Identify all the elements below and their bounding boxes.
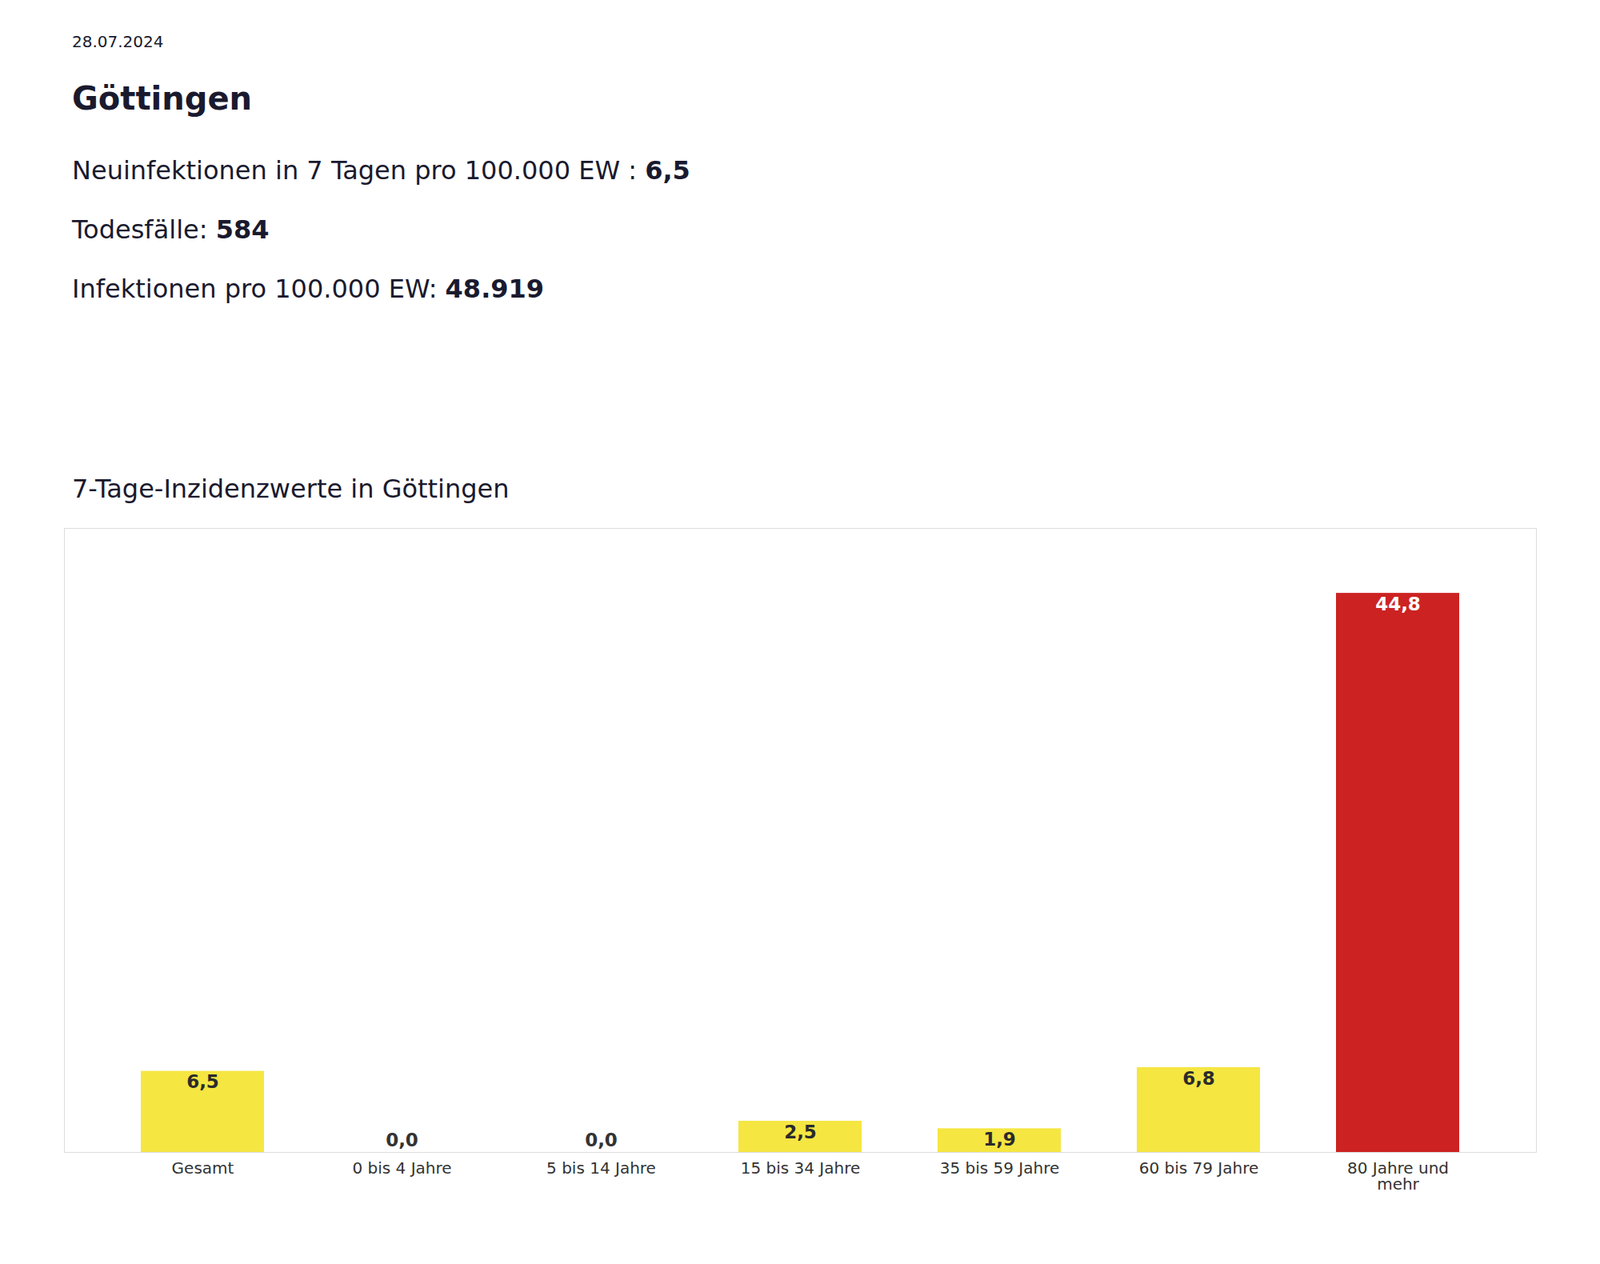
svg-text:0 bis 4 Jahre: 0 bis 4 Jahre	[352, 1158, 452, 1178]
html-text:28.07.2024: 28.07.2024	[72, 32, 164, 52]
svg-text:0,0: 0,0	[584, 1129, 618, 1151]
svg-text:6,5: 6,5	[186, 1071, 220, 1092]
svg-text:6,8: 6,8	[1182, 1068, 1216, 1089]
html-text:Infektionen pro 100.000 EW: 48: Infektionen pro 100.000 EW: 48.919	[72, 273, 545, 304]
svg-text:2,5: 2,5	[784, 1121, 817, 1143]
html-text:Todesfälle: 584: Todesfälle: 584	[72, 214, 270, 245]
svg-text:80 Jahre undmehr: 80 Jahre undmehr	[1347, 1158, 1449, 1194]
svg-text:35 bis 59 Jahre: 35 bis 59 Jahre	[940, 1158, 1060, 1178]
svg-text:15 bis 34 Jahre: 15 bis 34 Jahre	[740, 1158, 861, 1178]
svg-text:5 bis 14 Jahre: 5 bis 14 Jahre	[546, 1158, 656, 1178]
svg-text:44,8: 44,8	[1375, 593, 1421, 615]
svg-text:0,0: 0,0	[385, 1129, 419, 1151]
html-text:7-Tage-Inzidenzwerte in Göttin: 7-Tage-Inzidenzwerte in Göttingen	[72, 473, 510, 504]
html-text:Neuinfektionen in 7 Tagen pro: Neuinfektionen in 7 Tagen pro 100.000 EW…	[72, 155, 691, 186]
svg-text:60 bis 79 Jahre: 60 bis 79 Jahre	[1139, 1158, 1260, 1178]
svg-text:Gesamt: Gesamt	[172, 1158, 235, 1178]
html-text:Göttingen: Göttingen	[72, 80, 252, 117]
svg-text:1,9: 1,9	[983, 1128, 1016, 1150]
